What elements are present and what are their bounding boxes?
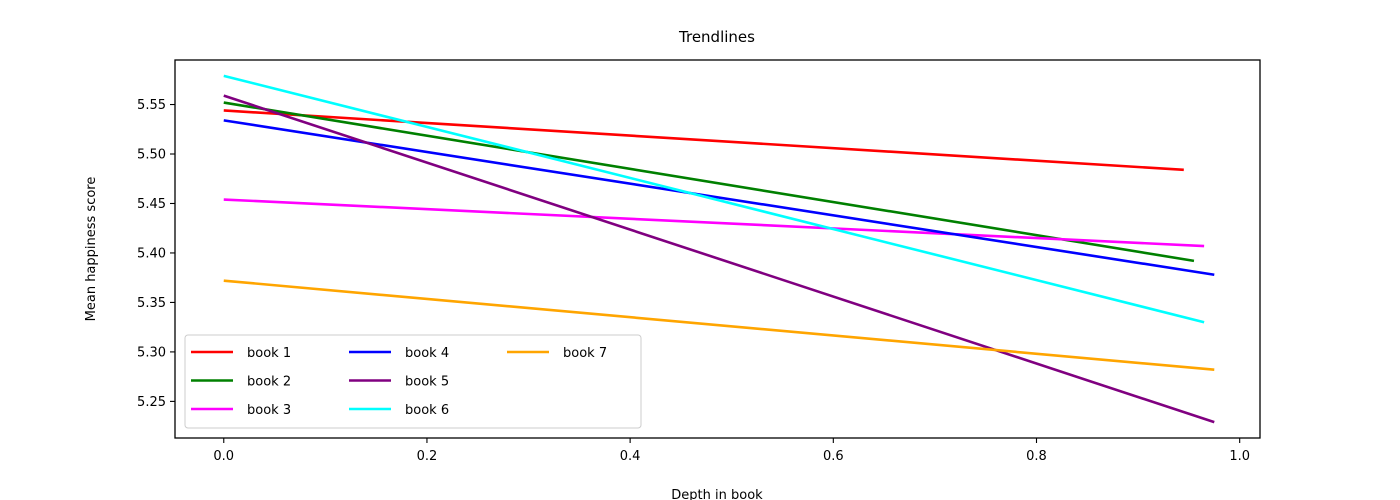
- plot-frame: [174, 59, 1261, 439]
- x-tick-label: 0.2: [417, 449, 438, 464]
- legend-box: [184, 334, 642, 429]
- x-axis: 0.0 0.2 0.4 0.6 0.8 1.0: [213, 438, 1250, 464]
- y-tick-label: 5.50: [137, 148, 166, 163]
- y-tick-label: 5.25: [137, 395, 166, 410]
- x-tick-label: 0.0: [213, 449, 234, 464]
- y-axis-label: Mean happiness score: [84, 177, 99, 322]
- x-tick-label: 0.8: [1026, 449, 1047, 464]
- plot-area: [174, 59, 1261, 439]
- series-line-7: [223, 279, 1215, 372]
- legend-label-2: book 2: [247, 375, 291, 390]
- legend-label-5: book 5: [405, 375, 449, 390]
- series-layer: [223, 74, 1215, 424]
- series-line-5: [223, 94, 1215, 424]
- y-tick-label: 5.30: [137, 345, 166, 360]
- x-tick-label: 1.0: [1229, 449, 1250, 464]
- x-axis-label: Depth in book: [671, 488, 763, 500]
- legend-label-4: book 4: [405, 346, 449, 361]
- legend-label-3: book 3: [247, 403, 291, 418]
- legend-label-6: book 6: [405, 403, 449, 418]
- x-tick-label: 0.6: [823, 449, 844, 464]
- legend-items: book 1 book 2 book 3 book 4 book 5 book 6 book…: [191, 346, 607, 418]
- y-tick-label: 5.35: [137, 296, 166, 311]
- legend-label-1: book 1: [247, 346, 291, 361]
- series-line-4: [223, 119, 1215, 277]
- x-tick-label: 0.4: [620, 449, 641, 464]
- series-line-3: [223, 198, 1205, 248]
- y-tick-label: 5.45: [137, 197, 166, 212]
- y-axis: 5.25 5.30 5.35 5.40 5.45 5.50 5.55: [137, 98, 175, 410]
- series-line-6: [223, 74, 1205, 324]
- y-tick-label: 5.40: [137, 246, 166, 261]
- chart-title: Trendlines: [678, 28, 755, 46]
- y-tick-label: 5.55: [137, 98, 166, 113]
- series-line-2: [223, 101, 1195, 263]
- legend: book 1 book 2 book 3 book 4 book 5 book 6 book…: [184, 334, 642, 429]
- legend-label-7: book 7: [563, 346, 607, 361]
- series-line-1: [223, 109, 1184, 172]
